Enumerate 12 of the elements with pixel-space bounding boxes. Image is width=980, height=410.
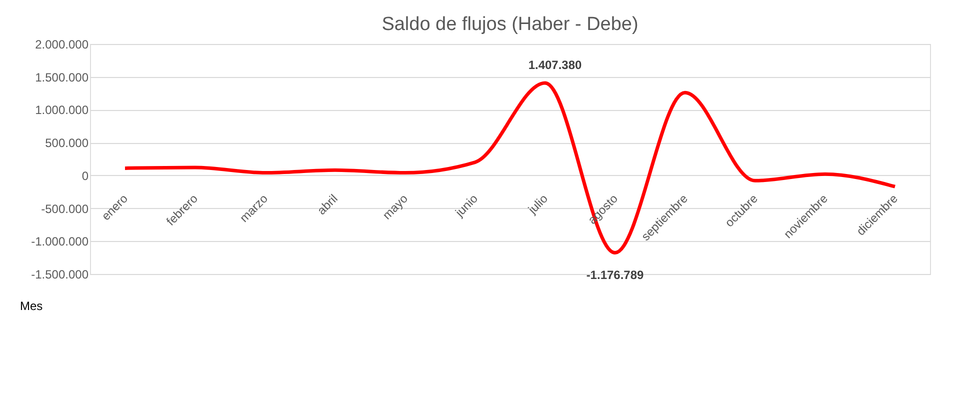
y-tick-label: 1.500.000 <box>35 70 89 84</box>
y-tick-label: 500.000 <box>45 136 89 150</box>
y-tick-label: 1.000.000 <box>35 103 89 118</box>
y-tick-label: -500.000 <box>41 202 89 216</box>
data-label: 1.407.380 <box>528 58 582 72</box>
text: Mes <box>20 299 43 313</box>
y-tick-label: 0 <box>82 168 89 183</box>
data-label: -1.176.789 <box>586 268 644 282</box>
y-tick-label: 2.000.000 <box>35 38 89 52</box>
y-tick-label: -1.500.000 <box>31 268 89 282</box>
chart-title: Saldo de flujos (Haber - Debe) <box>382 14 638 35</box>
y-tick-label: -1.000.000 <box>31 234 89 249</box>
